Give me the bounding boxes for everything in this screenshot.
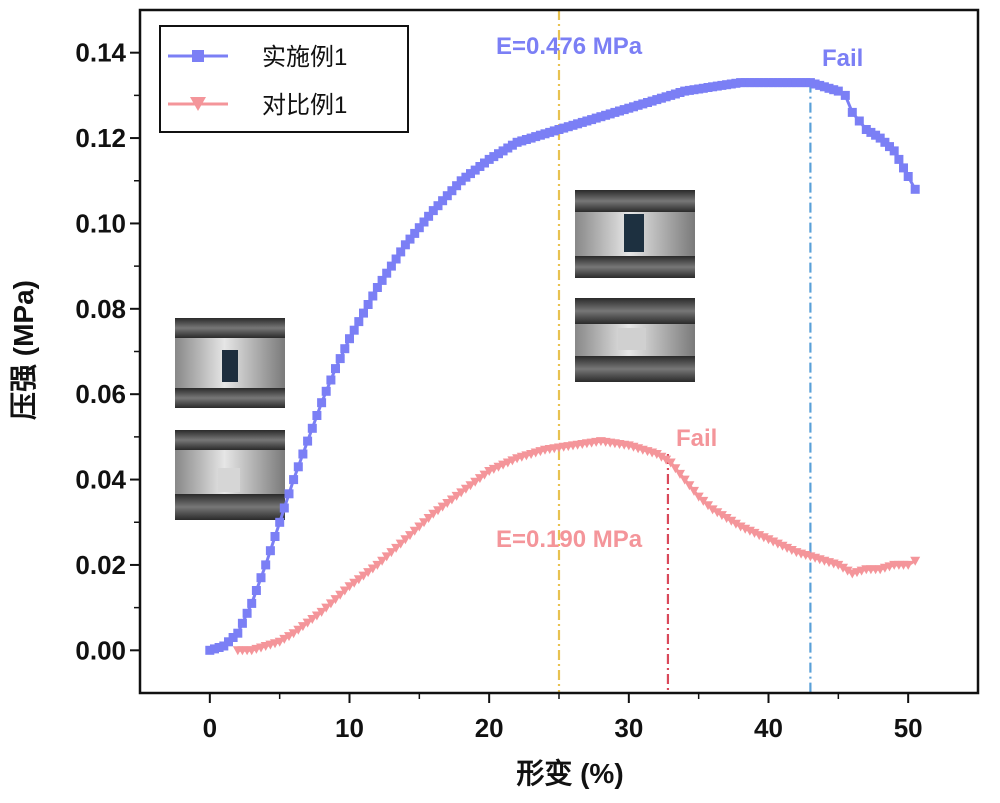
x-axis-label: 形变 (%) — [516, 757, 623, 789]
x-tick-label: 10 — [335, 713, 364, 743]
series-1-marker — [285, 489, 294, 498]
series-1-marker — [368, 292, 377, 301]
series-1-marker — [364, 300, 373, 309]
series-1-marker — [252, 586, 261, 595]
series-1-marker — [257, 573, 266, 582]
series-1-marker — [275, 518, 284, 527]
series-1-marker — [904, 172, 913, 181]
series-1-marker — [359, 309, 368, 318]
y-tick-label: 0.02 — [75, 550, 126, 580]
photo-before-pink — [175, 318, 285, 408]
series-1-marker — [340, 344, 349, 353]
annotation-fail-series-2: Fail — [676, 425, 717, 452]
legend-marker-series-1 — [192, 50, 204, 62]
series-1-marker — [322, 387, 331, 396]
series-1-marker — [312, 411, 321, 420]
photo-before-blue — [575, 190, 695, 278]
series-1-marker — [317, 398, 326, 407]
series-1-marker — [303, 437, 312, 446]
series-1-marker — [911, 185, 920, 194]
series-1-marker — [243, 609, 252, 618]
y-axis-label: 压强 (MPa) — [8, 280, 39, 420]
y-tick-label: 0.04 — [75, 465, 126, 495]
series-1-marker — [855, 117, 864, 126]
series-1-marker — [345, 334, 354, 343]
annotation-modulus-series-1: E=0.476 MPa — [496, 33, 643, 60]
series-1-marker — [289, 475, 298, 484]
y-tick-label: 0.06 — [75, 379, 126, 409]
legend: 实施例1 对比例1 — [160, 26, 408, 132]
series-1-marker — [354, 317, 363, 326]
series-1-marker — [247, 599, 256, 608]
series-1-marker — [848, 108, 857, 117]
series-1-marker — [298, 450, 307, 459]
x-tick-label: 40 — [754, 713, 783, 743]
series-1-marker — [336, 354, 345, 363]
series-1-marker — [280, 504, 289, 513]
x-tick-label: 20 — [475, 713, 504, 743]
series-1-marker — [894, 155, 903, 164]
x-tick-label: 30 — [614, 713, 643, 743]
y-tick-label: 0.12 — [75, 123, 126, 153]
legend-label-series-1: 实施例1 — [262, 44, 347, 71]
x-tick-label: 0 — [203, 713, 217, 743]
series-1 — [205, 78, 919, 655]
series-1-marker — [890, 146, 899, 155]
series-1-marker — [233, 629, 242, 638]
series-1-marker — [266, 546, 275, 555]
specimen-photos — [175, 190, 695, 520]
series-1-marker — [899, 163, 908, 172]
series-1-marker — [326, 376, 335, 385]
annotation-fail-series-1: Fail — [822, 45, 863, 72]
series-1-marker — [841, 91, 850, 100]
y-tick-label: 0.14 — [75, 38, 126, 68]
series-1-marker — [261, 560, 270, 569]
y-tick-label: 0.10 — [75, 208, 126, 238]
photo-after-pink — [175, 430, 285, 520]
photo-after-blue — [575, 298, 695, 382]
series-1-marker — [331, 364, 340, 373]
series-1-marker — [350, 326, 359, 335]
legend-label-series-2: 对比例1 — [262, 92, 347, 119]
series-1-marker — [308, 424, 317, 433]
series-1-marker — [271, 532, 280, 541]
y-tick-label: 0.08 — [75, 294, 126, 324]
y-tick-label: 0.00 — [75, 635, 126, 665]
annotation-modulus-series-2: E=0.190 MPa — [496, 526, 643, 553]
series-1-marker — [294, 462, 303, 471]
series-1-marker — [238, 619, 247, 628]
x-tick-label: 50 — [894, 713, 923, 743]
